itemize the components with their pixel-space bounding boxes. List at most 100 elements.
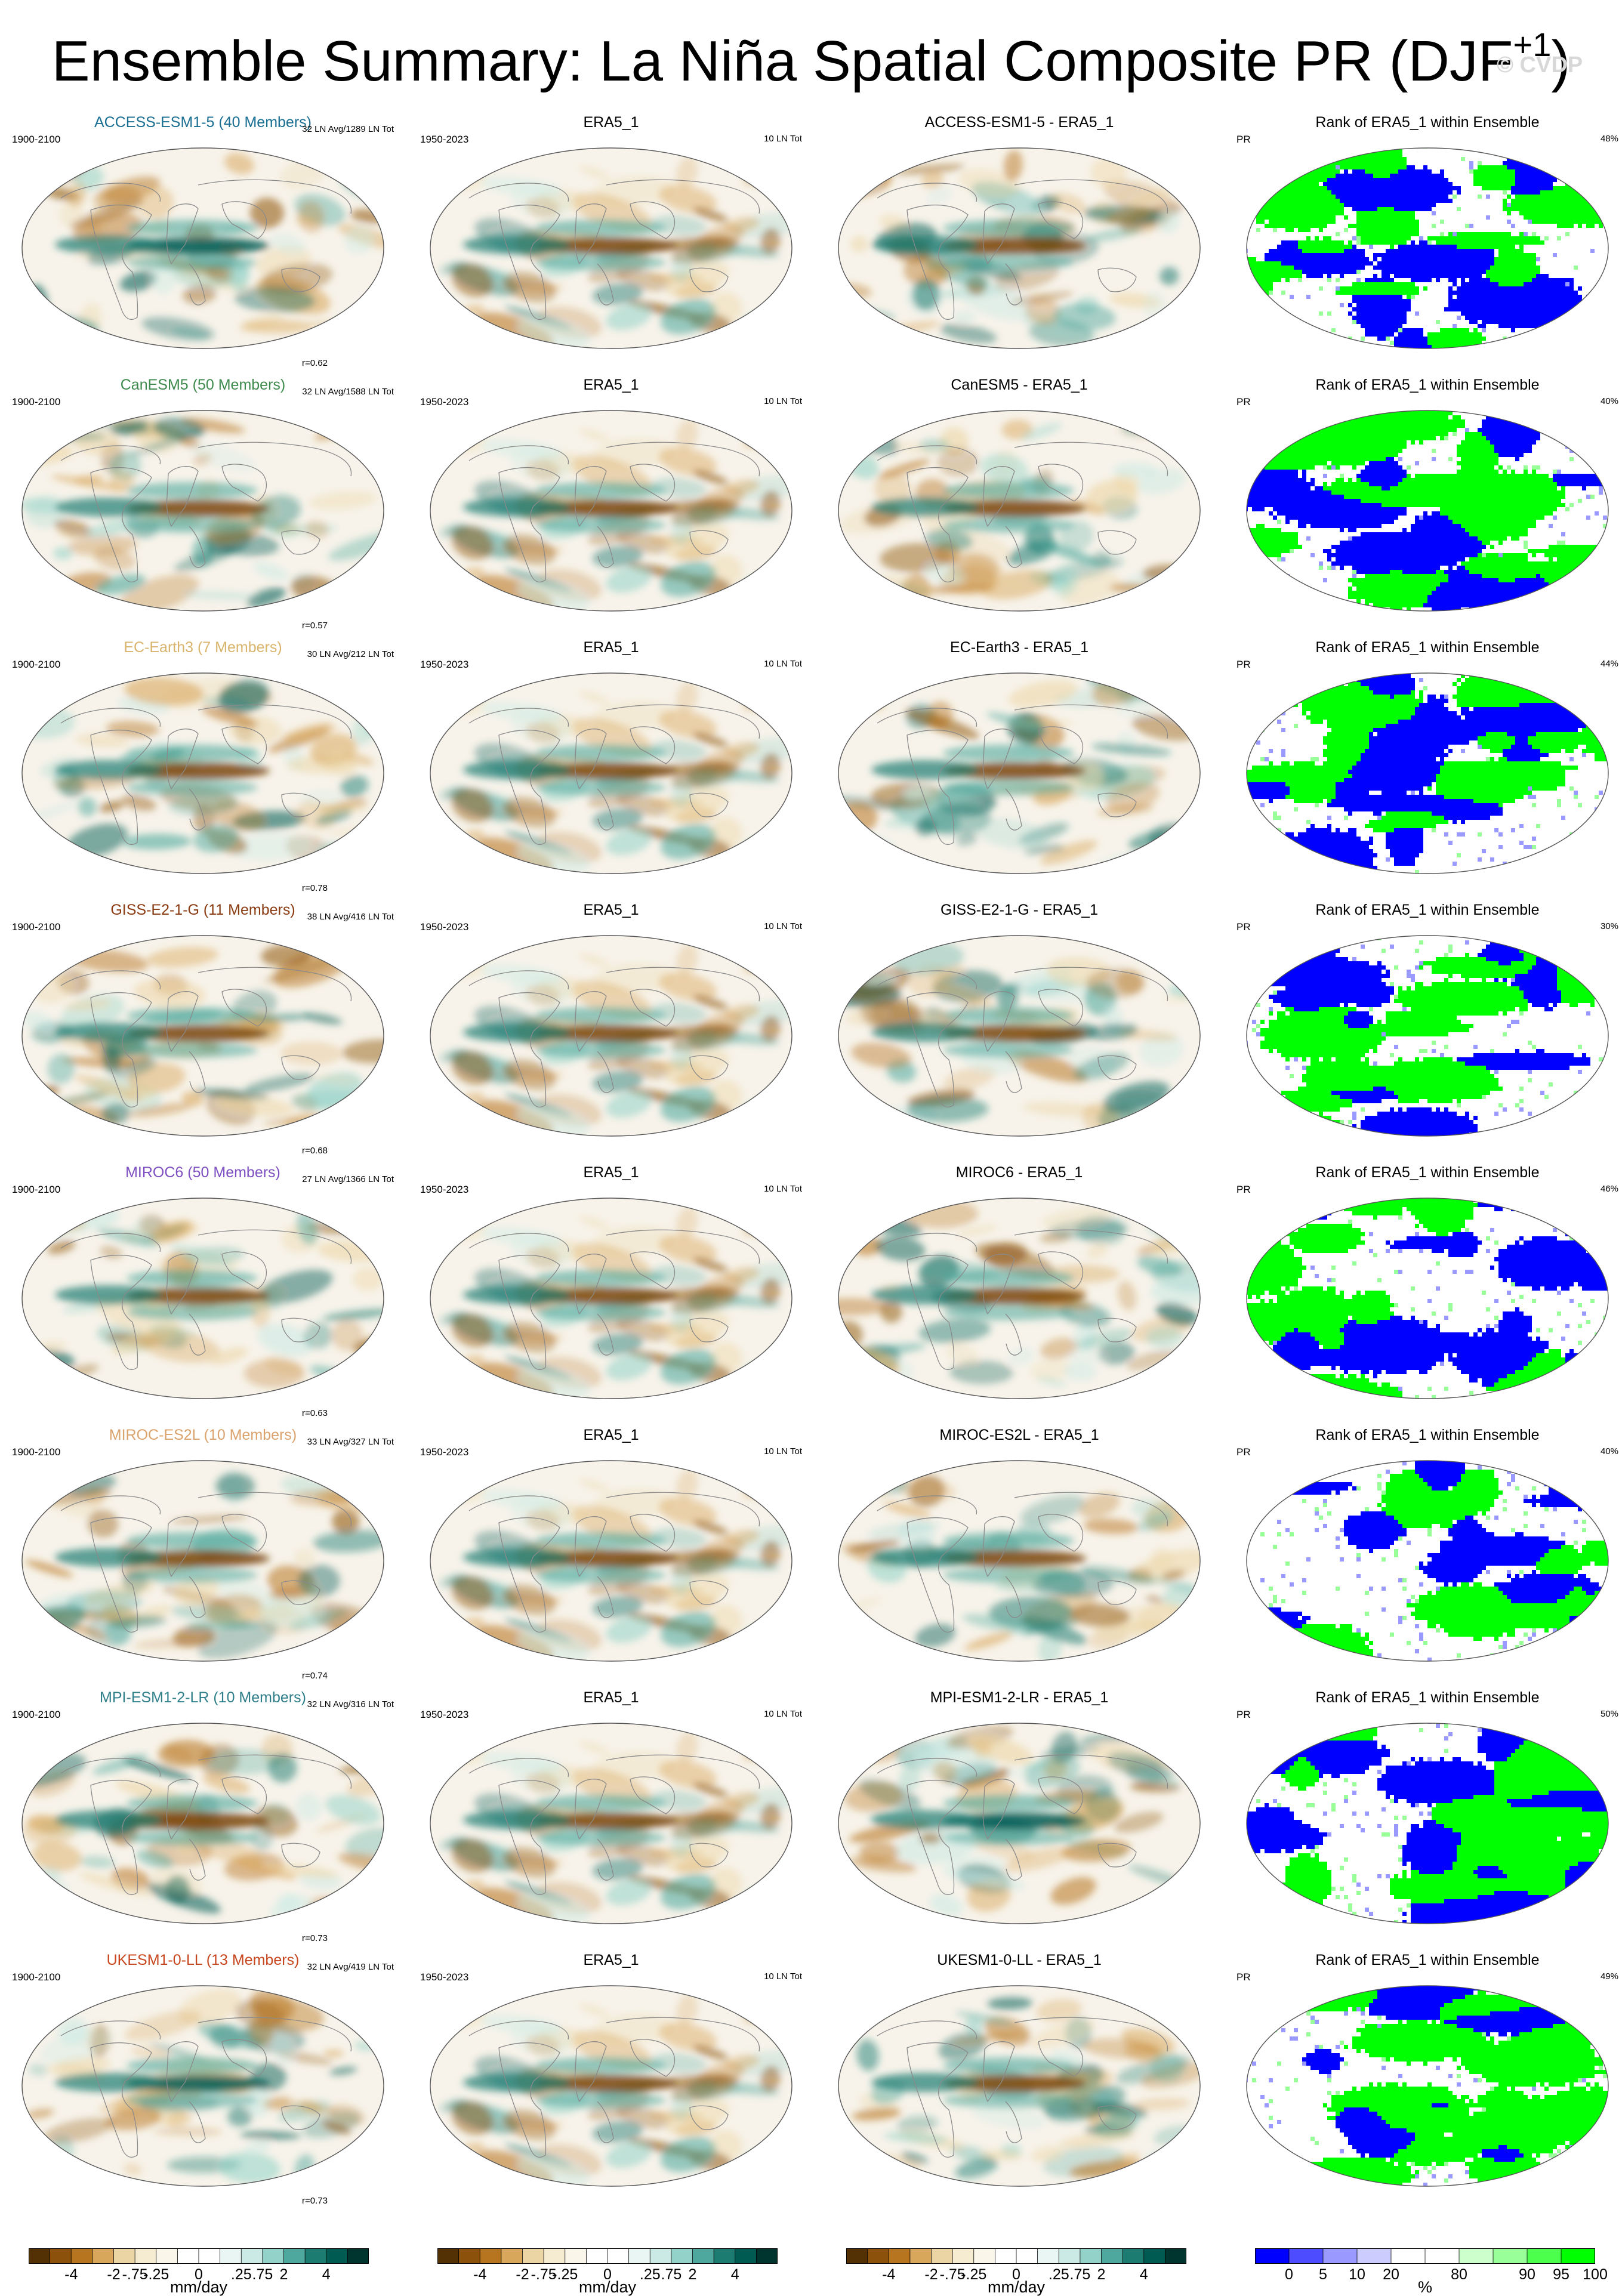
model-composite-map <box>19 407 387 615</box>
colorbar-tick-label: 90 <box>1519 2266 1535 2283</box>
rank-percent: 40% <box>1601 396 1618 407</box>
rank-title: Rank of ERA5_1 within Ensemble <box>1233 638 1622 656</box>
pattern-correlation: r=0.78 <box>302 883 328 894</box>
colorbar-swatch <box>1391 2248 1426 2264</box>
colorbar-tick-label: 10 <box>1349 2266 1365 2283</box>
colorbar-swatch <box>1038 2248 1059 2264</box>
rank-percent: 46% <box>1601 1184 1618 1195</box>
rank-percent: 40% <box>1601 1446 1618 1457</box>
colorbar-swatch <box>92 2248 114 2264</box>
colorbar-swatch <box>1493 2248 1528 2264</box>
colorbar-swatch <box>846 2248 868 2264</box>
obs-composite-map <box>427 1195 795 1402</box>
colorbar-swatch <box>910 2248 932 2264</box>
obs-title: ERA5_1 <box>417 113 806 131</box>
colorbar-swatch <box>714 2248 735 2264</box>
colorbar-tick-label: 5 <box>1319 2266 1327 2283</box>
colorbar-swatch <box>735 2248 757 2264</box>
rank-percent: 30% <box>1601 921 1618 932</box>
colorbar-swatch <box>586 2248 608 2264</box>
difference-map <box>835 1720 1203 1927</box>
panel-difference: GISS-E2-1-G - ERA5_1 <box>825 901 1214 1158</box>
obs-event-count: 10 LN Tot <box>764 1184 802 1195</box>
obs-period: 1950-2023 <box>420 921 468 933</box>
obs-title: ERA5_1 <box>417 901 806 919</box>
model-event-counts: 32 LN Avg/316 LN Tot <box>307 1699 394 1710</box>
colorbar-tick-label: -2 <box>924 2266 938 2283</box>
rank-title: Rank of ERA5_1 within Ensemble <box>1233 1164 1622 1181</box>
colorbar-swatch <box>1255 2248 1290 2264</box>
colorbar-swatch <box>868 2248 889 2264</box>
colorbar-tick-label: -2 <box>107 2266 120 2283</box>
obs-period: 1950-2023 <box>420 1709 468 1721</box>
colorbar-swatch <box>263 2248 284 2264</box>
colorbar-tick-label: -4 <box>473 2266 486 2283</box>
pattern-correlation: r=0.68 <box>302 1146 328 1156</box>
rank-variable: PR <box>1236 396 1251 408</box>
rank-percent: 44% <box>1601 659 1618 669</box>
model-period: 1900-2100 <box>12 1446 60 1458</box>
colorbar-swatch <box>1059 2248 1080 2264</box>
rank-variable: PR <box>1236 1971 1251 1983</box>
rank-title: Rank of ERA5_1 within Ensemble <box>1233 1689 1622 1706</box>
difference-map <box>835 932 1203 1140</box>
rank-variable: PR <box>1236 134 1251 146</box>
rank-map <box>1244 1720 1611 1927</box>
model-composite-map <box>19 1195 387 1402</box>
colorbar-unit: mm/day <box>988 2278 1045 2296</box>
rank-variable: PR <box>1236 1709 1251 1721</box>
colorbar-swatch <box>326 2248 348 2264</box>
model-event-counts: 32 LN Avg/1588 LN Tot <box>302 387 394 397</box>
colorbar-swatch <box>199 2248 220 2264</box>
obs-period: 1950-2023 <box>420 1971 468 1983</box>
rank-map <box>1244 144 1611 352</box>
colorbar-swatch <box>114 2248 135 2264</box>
rank-percent: 50% <box>1601 1709 1618 1720</box>
panel-difference: MPI-ESM1-2-LR - ERA5_1 <box>825 1689 1214 1945</box>
obs-title: ERA5_1 <box>417 376 806 394</box>
colorbar-swatch <box>135 2248 156 2264</box>
obs-composite-map <box>427 1457 795 1665</box>
colorbar-swatch <box>1357 2248 1392 2264</box>
colorbar-swatch <box>437 2248 459 2264</box>
diff-title: MPI-ESM1-2-LR - ERA5_1 <box>825 1689 1214 1706</box>
rank-title: Rank of ERA5_1 within Ensemble <box>1233 113 1622 131</box>
obs-composite-map <box>427 144 795 352</box>
colorbar-tick-label: 2 <box>1097 2266 1106 2283</box>
rank-percent: 49% <box>1601 1971 1618 1982</box>
rank-map <box>1244 1457 1611 1665</box>
colorbar-swatch <box>974 2248 995 2264</box>
colorbar-tick-label: 4 <box>1140 2266 1148 2283</box>
rank-map <box>1244 1982 1611 2190</box>
model-period: 1900-2100 <box>12 921 60 933</box>
diff-title: UKESM1-0-LL - ERA5_1 <box>825 1951 1214 1969</box>
colorbar-swatch <box>629 2248 650 2264</box>
panel-difference: EC-Earth3 - ERA5_1 <box>825 638 1214 895</box>
diff-title: MIROC-ES2L - ERA5_1 <box>825 1426 1214 1444</box>
colorbar-tick-label: -.25 <box>961 2266 986 2283</box>
obs-composite-map <box>427 669 795 877</box>
colorbar-tick-label: -.25 <box>143 2266 169 2283</box>
colorbar-swatch <box>156 2248 178 2264</box>
obs-event-count: 10 LN Tot <box>764 1709 802 1720</box>
model-event-counts: 32 LN Avg/1289 LN Tot <box>302 124 394 135</box>
rank-title: Rank of ERA5_1 within Ensemble <box>1233 376 1622 394</box>
obs-composite-map <box>427 1982 795 2190</box>
diff-title: ACCESS-ESM1-5 - ERA5_1 <box>825 113 1214 131</box>
